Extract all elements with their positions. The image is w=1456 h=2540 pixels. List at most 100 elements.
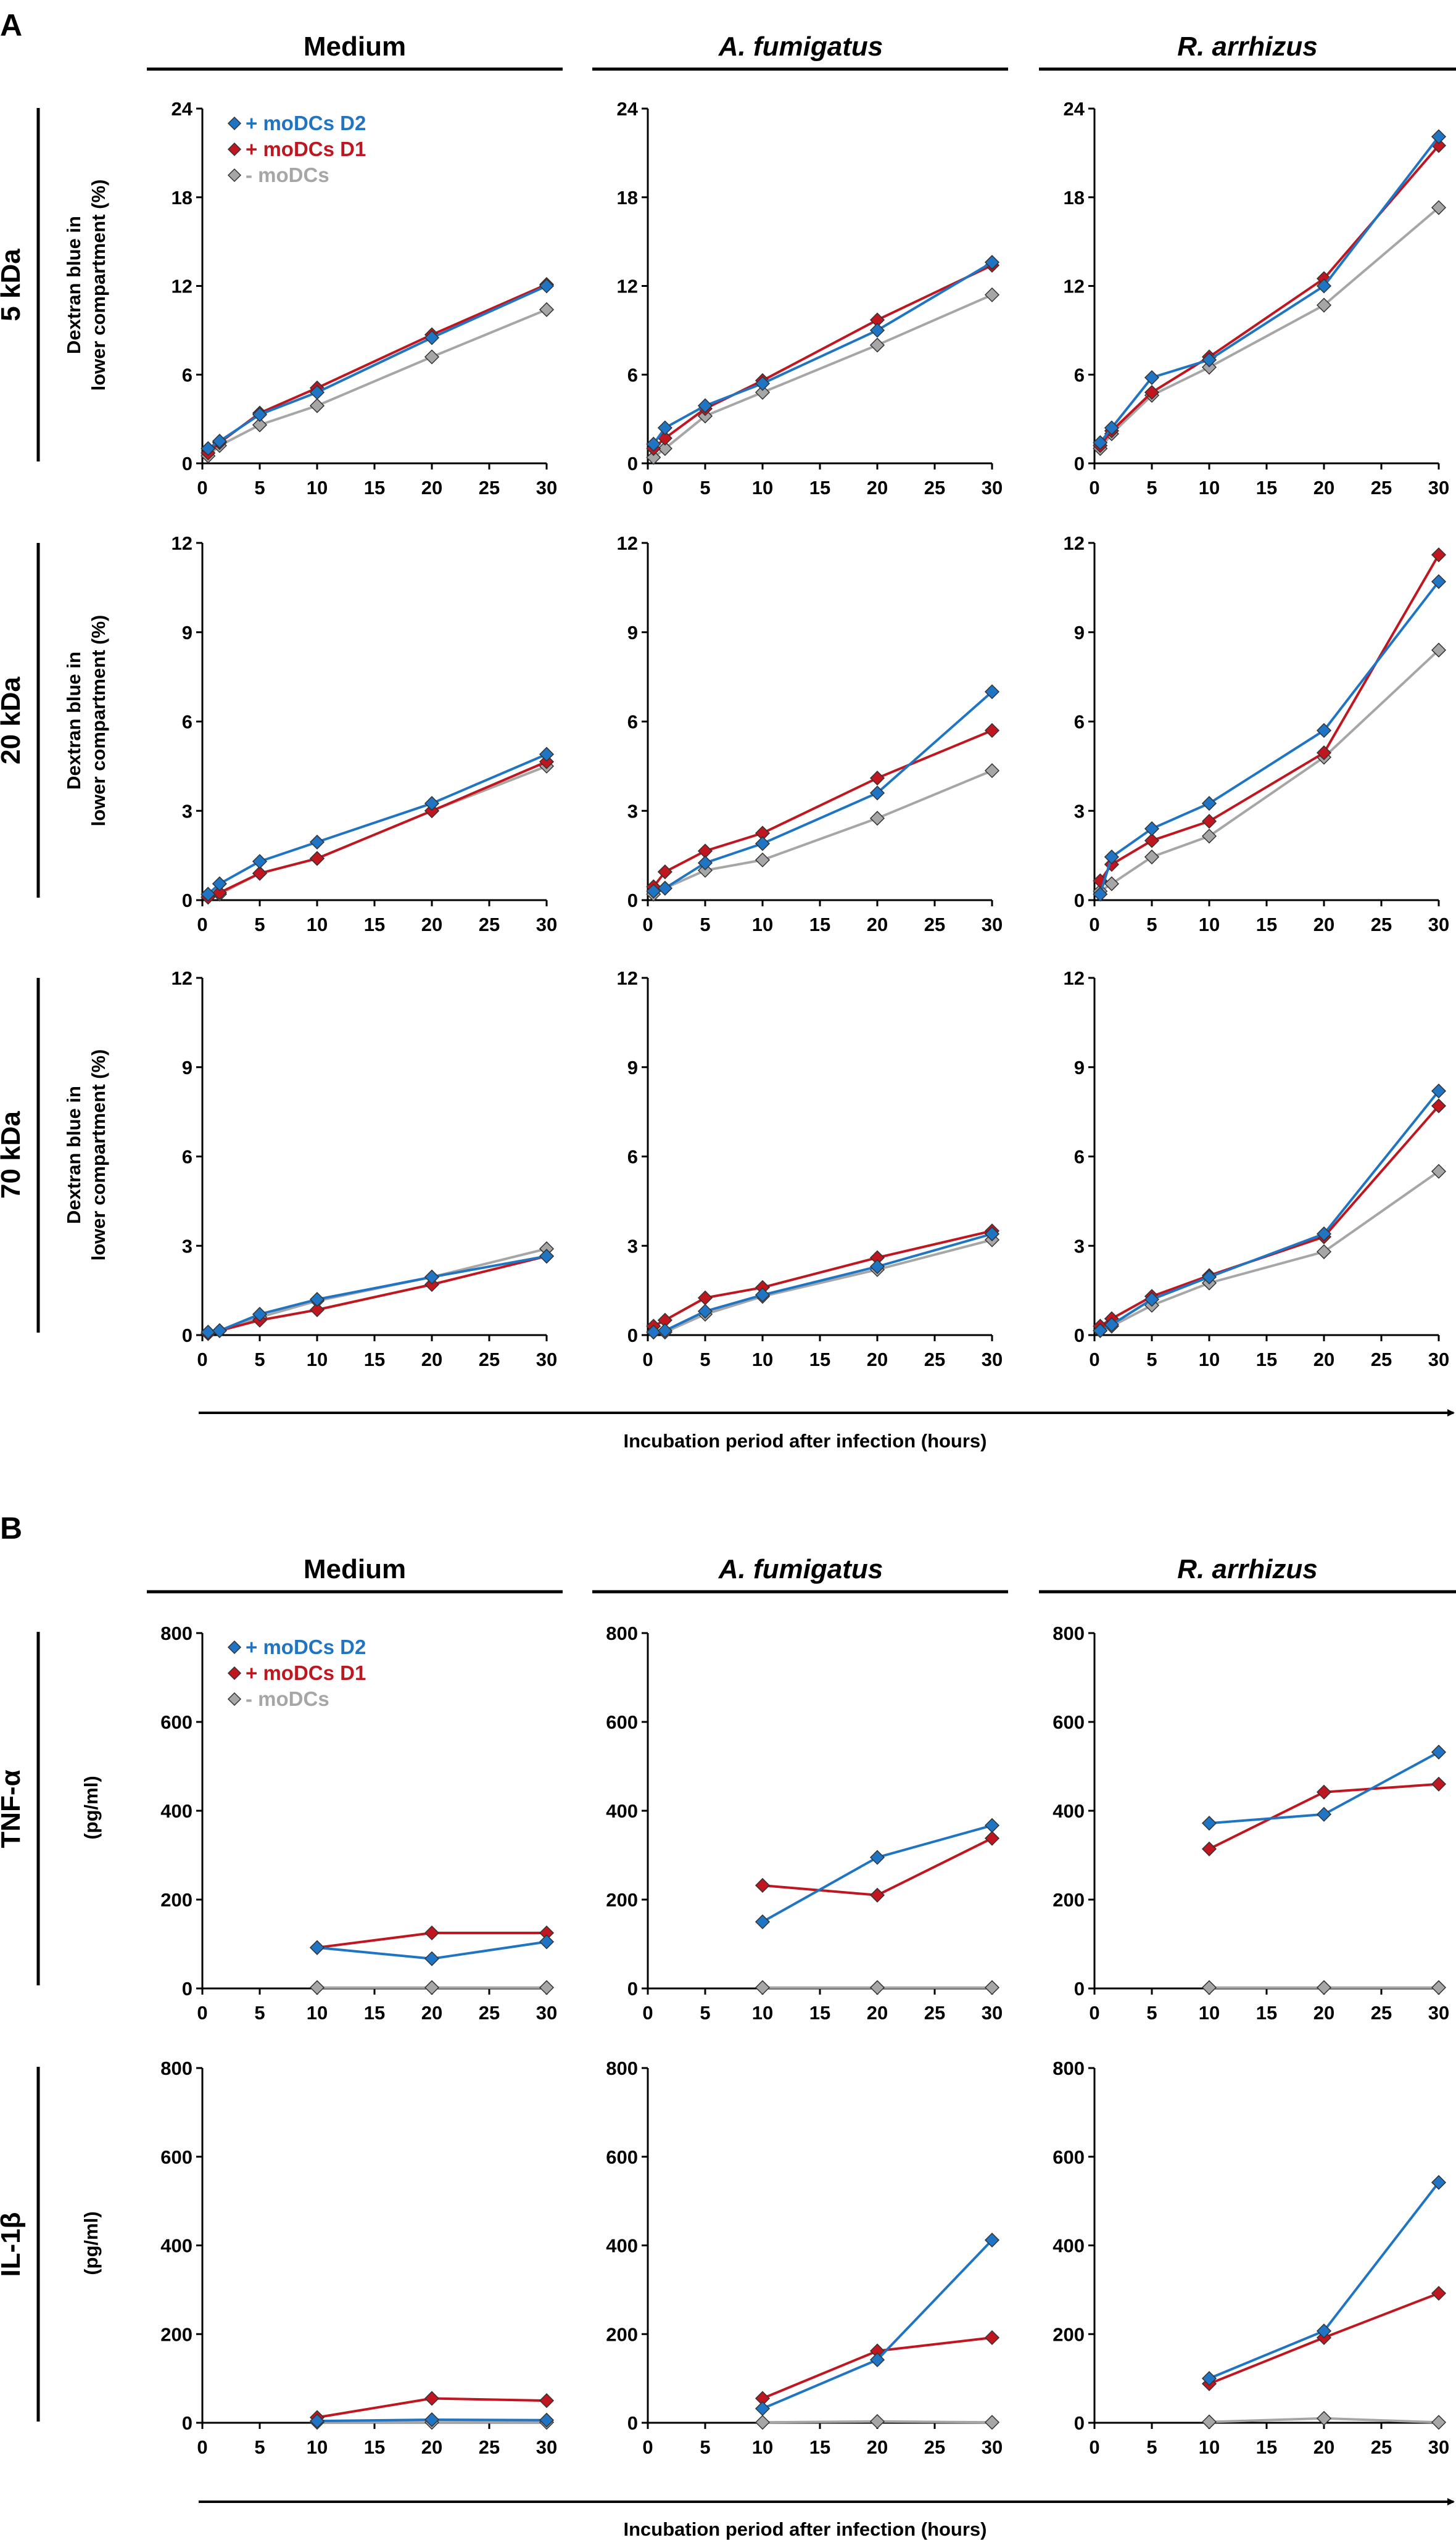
chart-a-5-kda-a-fumigatus-xtick-label: 15 [809, 477, 830, 498]
chart-b-il-1β-r-arrhizus-series-modcs-d1-point [1431, 2286, 1447, 2301]
chart-b-tnf-α-medium-ytick-label: 800 [160, 1623, 192, 1644]
chart-a-70-kda-r-arrhizus-series-modcs-point [1316, 1244, 1332, 1259]
chart-a-5-kda-a-fumigatus-ytick-label: 12 [617, 276, 638, 297]
chart-a-70-kda-r-arrhizus: 0 3 6 9 12 0 5 10 15 20 25 30 [1064, 967, 1450, 1370]
chart-a-20-kda-medium: 0 3 6 9 12 0 5 10 15 20 25 30 [172, 532, 558, 935]
chart-a-70-kda-a-fumigatus-ytick-label: 3 [627, 1235, 638, 1257]
panel-b-ylabel-tnf: (pg/ml) [80, 1776, 102, 1839]
legend-a-label-modcs-d2: + moDCs D2 [246, 112, 366, 134]
chart-b-il-1β-a-fumigatus-ytick-label: 200 [606, 2323, 638, 2345]
chart-a-70-kda-r-arrhizus-ytick-label: 3 [1074, 1235, 1085, 1257]
panel-a-ylabel-5kda-line2: lower compartment (%) [88, 180, 109, 391]
panel-b-letter: B [0, 1511, 22, 1545]
chart-a-20-kda-r-arrhizus-series-modcs-d2-point [1431, 574, 1447, 589]
chart-a-20-kda-medium-series-modcs-d2-point [539, 747, 555, 762]
chart-b-il-1β-r-arrhizus-ytick-label: 0 [1074, 2412, 1085, 2434]
chart-b-il-1β-r-arrhizus-ytick-label: 400 [1053, 2235, 1085, 2257]
chart-b-tnf-α-a-fumigatus-xtick-label: 20 [867, 2002, 888, 2024]
legend-a-marker-modcs [227, 168, 242, 183]
chart-a-20-kda-a-fumigatus-ytick-label: 6 [627, 711, 638, 733]
chart-a-20-kda-a-fumigatus-series-modcs-d1-point [657, 864, 672, 880]
chart-a-5-kda-medium: 0 6 12 18 24 0 5 10 15 20 25 30 [172, 98, 558, 498]
chart-b-il-1β-r-arrhizus-series-modcs-point [1431, 2415, 1447, 2430]
chart-b-tnf-α-r-arrhizus-xtick-label: 5 [1146, 2002, 1157, 2024]
chart-a-5-kda-r-arrhizus-ytick-label: 0 [1074, 453, 1085, 474]
chart-a-70-kda-r-arrhizus-xtick-label: 30 [1428, 1349, 1449, 1370]
chart-a-5-kda-a-fumigatus-xtick-label: 20 [867, 477, 888, 498]
chart-a-70-kda-medium-xtick-label: 25 [479, 1349, 500, 1370]
chart-a-20-kda-r-arrhizus-series-modcs-point [1431, 642, 1447, 658]
chart-a-70-kda-medium-ytick-label: 0 [182, 1325, 192, 1346]
chart-a-20-kda-r-arrhizus-xtick-label: 25 [1371, 914, 1392, 935]
chart-a-70-kda-a-fumigatus-series-modcs-d1-point [697, 1290, 713, 1305]
chart-b-il-1β-r-arrhizus-xtick-label: 25 [1371, 2436, 1392, 2458]
chart-a-20-kda-r-arrhizus-ytick-label: 0 [1074, 890, 1085, 911]
chart-a-20-kda-r-arrhizus-xtick-label: 15 [1256, 914, 1277, 935]
panel-a-ylabel-70kda-line1: Dextran blue in [63, 1086, 85, 1224]
chart-b-il-1β-medium-xtick-label: 15 [364, 2436, 385, 2458]
chart-a-70-kda-r-arrhizus-series-modcs-d2-point [1144, 1292, 1160, 1307]
chart-a-5-kda-r-arrhizus-xtick-label: 30 [1428, 477, 1449, 498]
chart-b-il-1β-a-fumigatus-series-modcs-point [755, 2415, 771, 2430]
chart-a-70-kda-medium-ytick-label: 9 [182, 1057, 192, 1078]
panel-b-row-title-tnf: TNF-α [0, 1769, 26, 1848]
chart-b-il-1β-r-arrhizus-ytick-label: 200 [1053, 2323, 1085, 2345]
chart-b-tnf-α-a-fumigatus-ytick-label: 400 [606, 1800, 638, 1822]
chart-b-tnf-α-a-fumigatus-series-modcs-d1-point [984, 1831, 1000, 1846]
chart-b-tnf-α-a-fumigatus-series-modcs-d2-line [762, 1824, 993, 1923]
chart-b-tnf-α-a-fumigatus-series-modcs-point [755, 1980, 771, 1995]
chart-b-tnf-α-medium-series-modcs-point [539, 1980, 555, 1995]
chart-a-5-kda-medium-xtick-label: 10 [307, 477, 328, 498]
chart-b-tnf-α-r-arrhizus-series-modcs-d1-point [1316, 1784, 1332, 1800]
chart-a-5-kda-a-fumigatus-series-modcs-point [755, 384, 771, 400]
chart-b-tnf-α-a-fumigatus-ytick-label: 200 [606, 1889, 638, 1911]
chart-a-5-kda-medium-series-modcs-d2-point [309, 384, 325, 400]
chart-b-tnf-α-a-fumigatus-series-modcs-d2-point [755, 1914, 771, 1930]
chart-b-il-1β-a-fumigatus-xtick-label: 25 [924, 2436, 945, 2458]
chart-a-70-kda-medium-xtick-label: 10 [307, 1349, 328, 1370]
panel-a-row-title-70kda: 70 kDa [0, 1111, 26, 1199]
chart-a-5-kda-medium-ytick-label: 24 [172, 98, 193, 120]
chart-a-70-kda-medium-ytick-label: 12 [172, 967, 192, 989]
chart-b-tnf-α-r-arrhizus-series-modcs-d1-point [1431, 1776, 1447, 1792]
chart-b-tnf-α-a-fumigatus-series-modcs-d1-point [755, 1877, 771, 1893]
chart-a-5-kda-medium-series-modcs-d2-point [201, 441, 216, 457]
chart-a-70-kda-a-fumigatus-series-modcs-d2-point [646, 1325, 661, 1340]
chart-b-il-1β-a-fumigatus-xtick-label: 0 [642, 2436, 653, 2458]
chart-b-il-1β-medium-ytick-label: 200 [160, 2323, 192, 2345]
chart-b-tnf-α-a-fumigatus-series-modcs-point [984, 1980, 1000, 1995]
chart-b-il-1β-medium-xtick-label: 25 [479, 2436, 500, 2458]
chart-b-il-1β-medium-ytick-label: 800 [160, 2058, 192, 2079]
panel-a-row-headers: 5 kDa 20 kDa 70 kDa [0, 108, 40, 1333]
chart-a-5-kda-medium-xtick-label: 15 [364, 477, 385, 498]
legend-b-label-modcs: - moDCs [246, 1687, 329, 1710]
chart-a-70-kda-a-fumigatus-xtick-label: 10 [752, 1349, 773, 1370]
chart-b-tnf-α-a-fumigatus-xtick-label: 5 [700, 2002, 710, 2024]
chart-a-5-kda-r-arrhizus-xtick-label: 15 [1256, 477, 1277, 498]
chart-b-il-1β-a-fumigatus-xtick-label: 15 [809, 2436, 830, 2458]
panel-a-ylabel-5kda: Dextran blue in lower compartment (%) [63, 180, 109, 391]
chart-b-tnf-α-r-arrhizus-series-modcs-d2-point [1431, 1744, 1447, 1760]
chart-a-5-kda-medium-series-modcs-point [252, 417, 268, 432]
chart-b-il-1β-a-fumigatus: 0 200 400 600 800 0 5 10 15 20 25 30 [606, 2058, 1003, 2458]
chart-a-20-kda-medium-series-modcs-d2-point [424, 796, 440, 811]
chart-a-70-kda-medium-xtick-label: 5 [254, 1349, 265, 1370]
chart-a-20-kda-r-arrhizus-ytick-label: 3 [1074, 800, 1085, 822]
chart-b-tnf-α-r-arrhizus-ytick-label: 400 [1053, 1800, 1085, 1822]
chart-a-5-kda-a-fumigatus-xtick-label: 10 [752, 477, 773, 498]
chart-a-5-kda-r-arrhizus: 0 6 12 18 24 0 5 10 15 20 25 30 [1064, 98, 1450, 498]
chart-b-tnf-α-medium: 0 200 400 600 800 0 5 10 15 20 25 30 [160, 1623, 557, 2024]
chart-a-20-kda-a-fumigatus-series-modcs-d2-point [697, 855, 713, 871]
chart-b-tnf-α-r-arrhizus-series-modcs-d1-point [1201, 1841, 1217, 1856]
chart-b-il-1β-medium-xtick-label: 5 [254, 2436, 265, 2458]
chart-b-il-1β-a-fumigatus-series-modcs-point [869, 2414, 885, 2429]
chart-a-70-kda-a-fumigatus-ytick-label: 6 [627, 1146, 638, 1168]
panel-b-col-title-medium: Medium [304, 1554, 406, 1584]
chart-a-20-kda-a-fumigatus-ytick-label: 9 [627, 622, 638, 643]
chart-a-20-kda-r-arrhizus-series-modcs-point [1201, 829, 1217, 844]
chart-a-20-kda-a-fumigatus-series-modcs-d2-point [657, 880, 672, 896]
legend-a-marker-modcs-d2 [227, 116, 242, 131]
chart-a-20-kda-medium-xtick-label: 30 [536, 914, 557, 935]
chart-a-20-kda-a-fumigatus-series-modcs-point [869, 811, 885, 826]
